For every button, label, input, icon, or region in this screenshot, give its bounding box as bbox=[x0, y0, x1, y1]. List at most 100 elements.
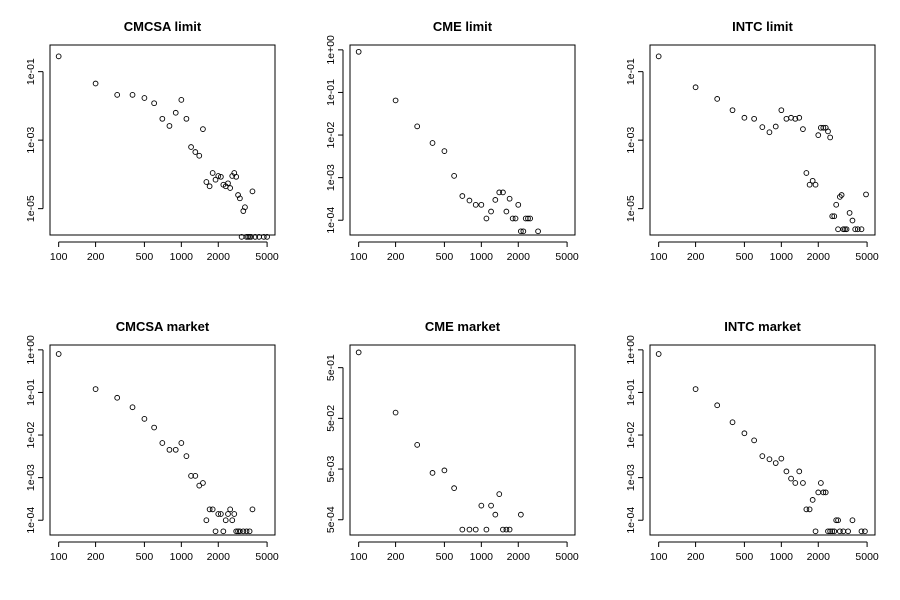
data-point bbox=[196, 482, 203, 489]
data-point bbox=[796, 468, 803, 475]
x-tick-label: 2000 bbox=[507, 551, 531, 563]
data-point bbox=[506, 526, 513, 533]
plot-title: INTC limit bbox=[732, 19, 793, 34]
plot-frame bbox=[349, 344, 576, 536]
data-point bbox=[843, 226, 850, 233]
x-tick-label: 100 bbox=[350, 551, 368, 563]
data-point bbox=[141, 95, 148, 101]
data-point bbox=[759, 453, 766, 459]
data-point bbox=[759, 124, 766, 130]
data-point bbox=[355, 349, 362, 356]
data-point bbox=[803, 506, 810, 513]
x-tick-label: 5000 bbox=[855, 551, 879, 563]
data-point bbox=[233, 173, 240, 180]
y-tick-label: 1e-01 bbox=[625, 58, 637, 85]
data-point bbox=[192, 149, 199, 155]
data-point bbox=[233, 528, 240, 535]
data-point bbox=[806, 181, 813, 188]
data-point bbox=[249, 188, 256, 195]
x-tick-label: 200 bbox=[687, 551, 705, 563]
x-tick-label: 1000 bbox=[170, 251, 194, 263]
data-point bbox=[714, 96, 721, 102]
data-point bbox=[820, 124, 827, 131]
x-tick-label: 200 bbox=[387, 551, 405, 563]
x-tick-label: 200 bbox=[387, 251, 405, 263]
x-tick-label: 1000 bbox=[470, 551, 494, 563]
data-point bbox=[188, 144, 194, 150]
data-point bbox=[772, 123, 779, 130]
data-point bbox=[252, 234, 259, 240]
data-point bbox=[840, 528, 847, 535]
data-point bbox=[151, 424, 157, 431]
data-point bbox=[203, 179, 210, 185]
data-point bbox=[225, 180, 231, 187]
data-point bbox=[825, 128, 831, 135]
y-axis: 1e+00 1e-01 1e-02 1e-03 1e-04 bbox=[325, 35, 344, 234]
data-point bbox=[92, 80, 99, 87]
x-axis: 100 200 500 1000 2000 5000 bbox=[50, 241, 279, 263]
data-points bbox=[55, 351, 256, 535]
data-point bbox=[92, 386, 99, 392]
y-tick-label: 1e-04 bbox=[25, 507, 37, 534]
data-point bbox=[172, 446, 179, 453]
x-tick-label: 500 bbox=[736, 551, 754, 563]
y-tick-label: 1e+00 bbox=[325, 35, 337, 65]
data-point bbox=[209, 506, 216, 513]
data-point bbox=[215, 173, 222, 179]
x-tick-label: 2000 bbox=[507, 251, 531, 263]
data-point bbox=[192, 473, 199, 479]
y-tick-label: 5e-03 bbox=[325, 455, 337, 482]
data-point bbox=[778, 455, 785, 462]
y-tick-label: 1e-02 bbox=[25, 421, 37, 448]
x-tick-label: 5000 bbox=[555, 551, 579, 563]
data-point bbox=[783, 468, 790, 475]
data-point bbox=[741, 430, 748, 437]
data-point bbox=[800, 480, 806, 486]
plot-panel-2: CME limit 100 200 500 1000 2000 5000 1e+00 1e-01… bbox=[325, 19, 579, 263]
data-point bbox=[792, 115, 799, 122]
data-point bbox=[796, 114, 803, 121]
data-point bbox=[852, 226, 859, 233]
x-tick-label: 1000 bbox=[470, 251, 494, 263]
data-point bbox=[220, 528, 227, 535]
data-point bbox=[842, 226, 848, 233]
data-point bbox=[483, 215, 490, 222]
data-point bbox=[809, 177, 816, 184]
y-axis: 1e+00 1e-01 1e-02 1e-03 1e-04 bbox=[625, 335, 644, 534]
x-tick-label: 1000 bbox=[170, 551, 194, 563]
data-point bbox=[806, 506, 813, 513]
data-point bbox=[809, 497, 816, 503]
data-point bbox=[655, 53, 662, 60]
data-point bbox=[218, 511, 224, 517]
data-point bbox=[225, 511, 231, 517]
data-point bbox=[838, 192, 845, 198]
data-point bbox=[846, 210, 853, 216]
data-point bbox=[212, 176, 219, 183]
data-point bbox=[227, 185, 234, 191]
data-point bbox=[392, 409, 399, 416]
data-point bbox=[172, 109, 179, 116]
data-point bbox=[829, 528, 836, 535]
x-tick-label: 2000 bbox=[207, 251, 231, 263]
data-point bbox=[151, 100, 157, 107]
y-tick-label: 1e-05 bbox=[625, 195, 637, 222]
data-point bbox=[741, 114, 748, 121]
y-tick-label: 1e-04 bbox=[325, 207, 337, 234]
data-point bbox=[114, 394, 121, 401]
y-axis: 5e-01 5e-02 5e-03 5e-04 bbox=[325, 354, 344, 533]
data-point bbox=[459, 193, 466, 199]
data-point bbox=[729, 107, 736, 114]
y-tick-label: 1e+00 bbox=[25, 335, 37, 365]
data-points bbox=[355, 349, 524, 533]
data-point bbox=[792, 480, 799, 486]
plot-frame bbox=[49, 44, 276, 236]
data-point bbox=[714, 402, 721, 409]
data-point bbox=[200, 480, 206, 486]
data-point bbox=[414, 442, 421, 448]
data-point bbox=[500, 189, 506, 196]
x-axis: 100 200 500 1000 2000 5000 bbox=[50, 541, 279, 563]
data-point bbox=[209, 170, 216, 176]
data-point bbox=[492, 511, 499, 518]
data-point bbox=[229, 517, 236, 524]
